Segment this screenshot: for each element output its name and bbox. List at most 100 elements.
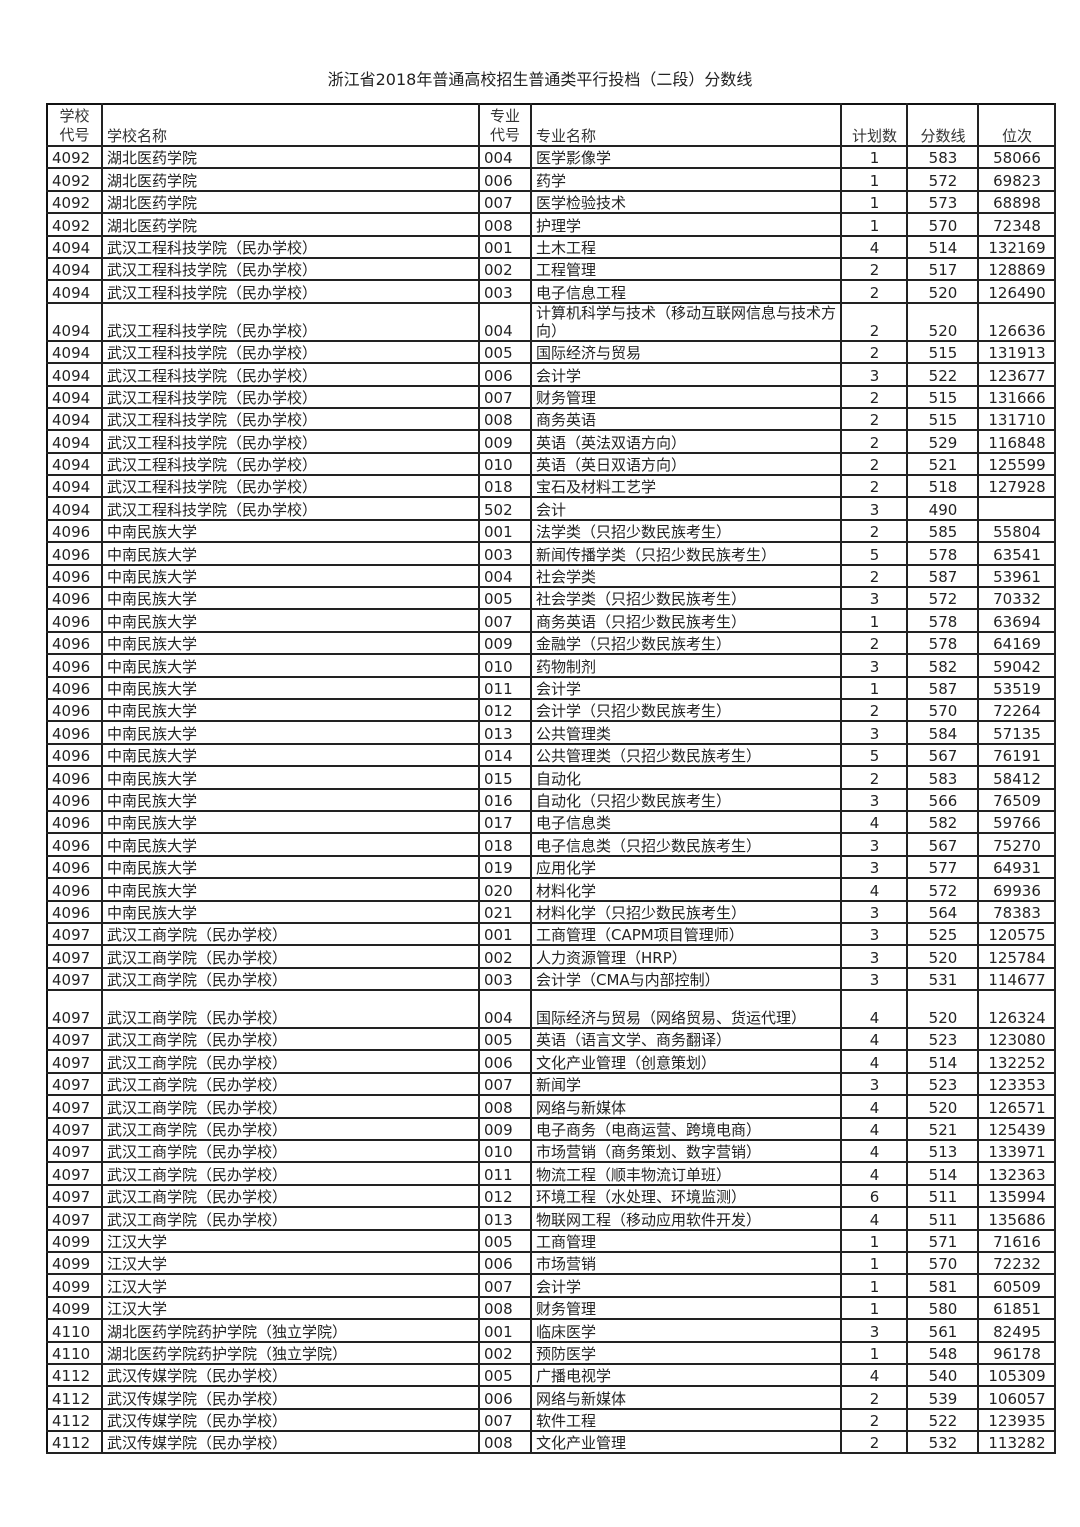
cell-major-code: 012	[478, 698, 532, 723]
cell-rank: 120575	[977, 922, 1056, 947]
cell-school-name: 中南民族大学	[101, 586, 480, 611]
table-row: 4112 武汉传媒学院（民办学校） 008 文化产业管理 2 532 113282	[46, 1430, 1056, 1455]
document-title: 浙江省2018年普通高校招生普通类平行投档（二段）分数线	[327, 70, 753, 89]
cell-rank: 69936	[977, 877, 1056, 902]
cell-score-line: 548	[906, 1341, 979, 1365]
cell-rank: 68898	[977, 190, 1056, 215]
table-row: 4110 湖北医药学院药护学院（独立学院） 002 预防医学 1 548 96178	[46, 1341, 1056, 1365]
cell-rank: 69823	[977, 167, 1056, 192]
cell-school-code: 4092	[46, 145, 103, 170]
cell-school-name: 中南民族大学	[101, 564, 480, 589]
cell-rank: 128869	[977, 257, 1056, 282]
cell-school-name: 湖北医药学院	[101, 212, 480, 237]
cell-score-line: 566	[906, 788, 979, 812]
table-row: 4112 武汉传媒学院（民办学校） 005 广播电视学 4 540 105309	[46, 1363, 1056, 1388]
table-row: 4097 武汉工商学院（民办学校） 009 电子商务（电商运营、跨境电商） 4 521 12…	[46, 1117, 1056, 1142]
table-row: 4099 江汉大学 007 会计学 1 581 60509	[46, 1273, 1056, 1298]
header-score: 分数线	[906, 103, 979, 147]
cell-rank: 131913	[977, 340, 1056, 365]
table-row: 4096 中南民族大学 004 社会学类 2 587 53961	[46, 564, 1056, 589]
cell-rank: 125784	[977, 944, 1056, 969]
table-row: 4097 武汉工商学院（民办学校） 002 人力资源管理（HRP） 3 520 125784	[46, 944, 1056, 969]
cell-school-code: 4097	[46, 967, 103, 992]
cell-rank: 64169	[977, 631, 1056, 656]
cell-school-code: 4096	[46, 720, 103, 745]
cell-school-name: 武汉工程科技学院（民办学校）	[101, 302, 480, 342]
cell-major-name: 国际经济与贸易（网络贸易、货运代理）	[530, 989, 842, 1030]
cell-major-code: 004	[478, 302, 532, 342]
cell-plan-count: 3	[840, 362, 908, 387]
cell-major-name: 护理学	[530, 212, 842, 237]
cell-plan-count: 4	[840, 1094, 908, 1119]
cell-major-name: 英语（英法双语方向）	[530, 429, 842, 454]
cell-school-code: 4097	[46, 1117, 103, 1142]
header-rank: 位次	[977, 103, 1056, 147]
cell-school-code: 4099	[46, 1273, 103, 1298]
cell-major-name: 物联网工程（移动应用软件开发）	[530, 1206, 842, 1231]
cell-plan-count: 4	[840, 235, 908, 259]
cell-plan-count: 3	[840, 586, 908, 611]
cell-rank: 58412	[977, 765, 1056, 790]
cell-school-name: 中南民族大学	[101, 541, 480, 566]
cell-score-line: 567	[906, 743, 979, 768]
cell-major-code: 002	[478, 1341, 532, 1365]
cell-major-code: 008	[478, 1296, 532, 1321]
table-row: 4097 武汉工商学院（民办学校） 011 物流工程（顺丰物流订单班） 4 514 1323…	[46, 1161, 1056, 1186]
cell-score-line: 583	[906, 145, 979, 170]
cell-score-line: 521	[906, 452, 979, 477]
table-row: 4092 湖北医药学院 007 医学检验技术 1 573 68898	[46, 190, 1056, 215]
cell-plan-count: 2	[840, 765, 908, 790]
cell-plan-count: 4	[840, 1363, 908, 1388]
cell-major-name: 商务英语	[530, 407, 842, 432]
cell-school-code: 4099	[46, 1251, 103, 1276]
cell-rank: 58066	[977, 145, 1056, 170]
cell-major-name: 医学检验技术	[530, 190, 842, 215]
cell-rank: 53961	[977, 564, 1056, 589]
cell-school-code: 4099	[46, 1296, 103, 1321]
cell-plan-count: 4	[840, 1161, 908, 1186]
cell-major-code: 016	[478, 788, 532, 812]
cell-major-name: 医学影像学	[530, 145, 842, 170]
cell-score-line: 561	[906, 1318, 979, 1343]
cell-major-code: 012	[478, 1184, 532, 1209]
cell-school-name: 武汉工商学院（民办学校）	[101, 944, 480, 969]
cell-major-name: 工程管理	[530, 257, 842, 282]
cell-plan-count: 1	[840, 190, 908, 215]
cell-school-code: 4097	[46, 1139, 103, 1164]
cell-school-code: 4097	[46, 1184, 103, 1209]
cell-school-name: 湖北医药学院	[101, 145, 480, 170]
cell-school-name: 湖北医药学院	[101, 190, 480, 215]
cell-plan-count: 3	[840, 788, 908, 812]
cell-rank: 126571	[977, 1094, 1056, 1119]
cell-plan-count: 2	[840, 1408, 908, 1433]
cell-rank: 53519	[977, 676, 1056, 701]
cell-major-name: 工商管理	[530, 1229, 842, 1253]
cell-school-name: 武汉工程科技学院（民办学校）	[101, 429, 480, 454]
table-row: 4094 武汉工程科技学院（民办学校） 007 财务管理 2 515 131666	[46, 385, 1056, 409]
cell-major-name: 财务管理	[530, 385, 842, 409]
cell-school-code: 4096	[46, 698, 103, 723]
cell-school-code: 4092	[46, 167, 103, 192]
cell-school-name: 江汉大学	[101, 1229, 480, 1253]
cell-rank: 78383	[977, 899, 1056, 924]
cell-school-name: 武汉工商学院（民办学校）	[101, 1117, 480, 1142]
cell-major-code: 020	[478, 877, 532, 902]
cell-rank: 96178	[977, 1341, 1056, 1365]
table-row: 4094 武汉工程科技学院（民办学校） 004 计算机科学与技术（移动互联网信息与技术…	[46, 302, 1056, 342]
cell-major-code: 004	[478, 989, 532, 1030]
cell-school-code: 4096	[46, 564, 103, 589]
cell-score-line: 490	[906, 496, 979, 521]
cell-major-name: 应用化学	[530, 855, 842, 880]
cell-score-line: 587	[906, 564, 979, 589]
cell-school-name: 武汉工程科技学院（民办学校）	[101, 362, 480, 387]
cell-plan-count: 2	[840, 631, 908, 656]
header-major-code-line1: 专业	[489, 107, 520, 125]
cell-major-code: 006	[478, 1251, 532, 1276]
header-school-name: 学校名称	[101, 103, 480, 147]
cell-major-name: 材料化学（只招少数民族考生）	[530, 899, 842, 924]
cell-rank: 126324	[977, 989, 1056, 1030]
table-row: 4092 湖北医药学院 006 药学 1 572 69823	[46, 167, 1056, 192]
table-row: 4092 湖北医药学院 008 护理学 1 570 72348	[46, 212, 1056, 237]
cell-major-name: 物流工程（顺丰物流订单班）	[530, 1161, 842, 1186]
cell-score-line: 582	[906, 810, 979, 835]
